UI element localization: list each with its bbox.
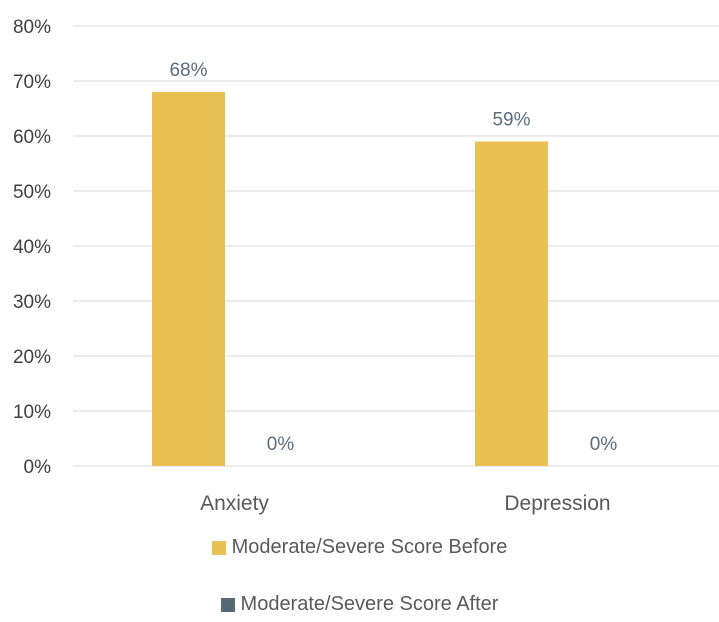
data-labels: 68% 0% 59% 0% (169, 60, 617, 455)
y-axis-ticks: 0% 10% 20% 30% 40% 50% 60% 70% 80% (13, 17, 51, 478)
legend-item-after: Moderate/Severe Score After (220, 593, 499, 616)
y-tick-label: 20% (13, 347, 51, 368)
legend-label-before: Moderate/Severe Score Before (231, 536, 508, 558)
y-tick-label: 10% (13, 402, 51, 423)
legend-swatch-before (211, 540, 226, 555)
x-axis-ticks: Anxiety Depression (200, 492, 611, 515)
y-tick-label: 50% (13, 182, 51, 203)
legend-item-before: Moderate/Severe Score Before (211, 536, 508, 559)
legend-entry-after: Moderate/Severe Score After (0, 593, 719, 616)
y-tick-label: 40% (13, 237, 51, 258)
legend-label-after: Moderate/Severe Score After (240, 593, 499, 615)
y-tick-label: 60% (13, 127, 51, 148)
y-tick-label: 30% (13, 292, 51, 313)
data-label: 68% (169, 60, 207, 81)
x-tick-label: Depression (504, 492, 610, 515)
data-label: 0% (267, 434, 295, 455)
data-label: 59% (492, 110, 530, 131)
legend-entry-before: Moderate/Severe Score Before (0, 536, 719, 559)
y-tick-label: 70% (13, 72, 51, 93)
bar (152, 92, 225, 466)
y-tick-label: 80% (13, 17, 51, 38)
x-tick-label: Anxiety (200, 492, 269, 515)
y-tick-label: 0% (24, 457, 52, 478)
bars (152, 92, 548, 466)
data-label: 0% (590, 434, 618, 455)
legend-swatch-after (220, 597, 235, 612)
bar (475, 141, 548, 466)
